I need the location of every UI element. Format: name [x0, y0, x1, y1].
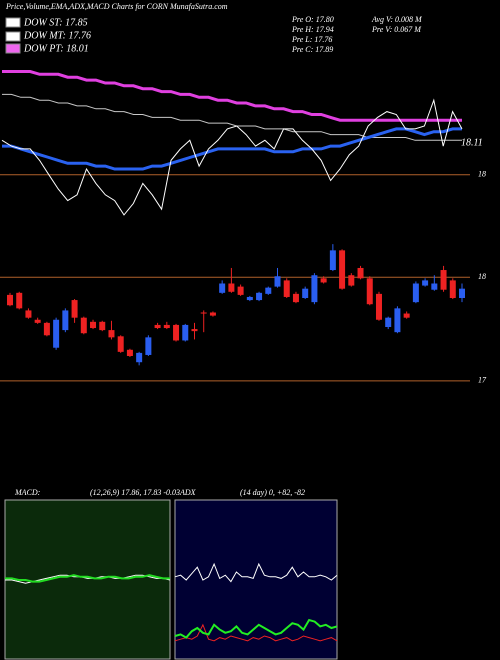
- panel-title: MACD:: [14, 488, 41, 497]
- panel-subtitle: (12,26,9) 17.86, 17.83 -0.03: [90, 488, 180, 497]
- candle-body: [274, 276, 281, 287]
- y-tick-label: 17: [478, 376, 487, 385]
- info-text: Pre O: 17.80: [291, 15, 334, 24]
- candle-body: [25, 310, 32, 318]
- candle-body: [394, 308, 401, 333]
- candle-body: [126, 349, 133, 356]
- candle-body: [431, 283, 438, 290]
- candle-body: [440, 270, 447, 290]
- panel-background: [174, 499, 338, 660]
- candle-body: [283, 280, 290, 297]
- candle-body: [357, 267, 364, 279]
- legend-entry: DOW ST: 17.85: [23, 17, 88, 28]
- series-line: [1, 98, 463, 216]
- candle-body: [237, 286, 244, 295]
- last-value-label: 18.11: [461, 137, 483, 148]
- candle-body: [90, 321, 97, 329]
- series-line: [174, 562, 338, 583]
- info-text: Pre H: 17.94: [291, 25, 334, 34]
- candle-body: [403, 313, 410, 318]
- candle-body: [173, 324, 180, 341]
- info-text: Pre C: 17.89: [291, 45, 333, 54]
- candle-body: [136, 352, 143, 363]
- page-title: Price,Volume,EMA,ADX,MACD Charts for COR…: [5, 2, 228, 11]
- legend-entry: DOW MT: 17.76: [23, 30, 91, 41]
- candle-body: [385, 317, 392, 327]
- series-line: [2, 127, 462, 171]
- candle-body: [256, 292, 263, 301]
- y-tick-label: 18: [478, 170, 486, 179]
- candle-body: [108, 330, 115, 338]
- panel-title: ADX: [179, 488, 197, 497]
- candle-body: [16, 292, 23, 309]
- legend-swatch: [5, 31, 21, 42]
- panel-subtitle: (14 day) 0, +82, -82: [240, 488, 305, 497]
- candle-body: [145, 337, 152, 355]
- candle-body: [154, 324, 161, 329]
- candle-body: [449, 280, 456, 298]
- candle-body: [292, 293, 299, 303]
- legend-entry: DOW PT: 18.01: [23, 43, 89, 54]
- info-text: Avg V: 0.008 M: [371, 15, 423, 24]
- candle-body: [339, 250, 346, 289]
- candle-body: [375, 293, 382, 320]
- candle-body: [366, 278, 373, 305]
- series-line: [5, 574, 170, 583]
- info-text: Pre V: 0.067 M: [371, 25, 422, 34]
- candle-body: [459, 288, 465, 298]
- candle-body: [99, 321, 106, 331]
- candle-body: [34, 319, 41, 323]
- candle-body: [53, 319, 60, 348]
- legend-swatch: [5, 43, 21, 54]
- candle-body: [209, 312, 216, 316]
- info-text: Pre L: 17.76: [291, 35, 332, 44]
- candle-body: [43, 322, 50, 336]
- candle-body: [348, 275, 355, 286]
- candle-body: [302, 288, 309, 298]
- candle-body: [163, 324, 170, 329]
- candle-body: [200, 312, 207, 314]
- series-line: [2, 70, 462, 122]
- candle-body: [7, 294, 13, 306]
- legend-swatch: [5, 17, 21, 28]
- candle-body: [246, 296, 253, 301]
- candle-body: [412, 283, 419, 303]
- series-line: [2, 93, 462, 141]
- candle-body: [422, 280, 429, 286]
- candle-body: [182, 324, 189, 341]
- candle-body: [228, 283, 235, 292]
- panel-background: [4, 499, 171, 660]
- series-line: [174, 623, 338, 642]
- candle-body: [329, 250, 336, 271]
- candle-body: [71, 300, 78, 318]
- candle-body: [311, 275, 318, 303]
- candle-body: [191, 329, 198, 332]
- y-tick-label: 18: [478, 272, 486, 281]
- candle-body: [320, 278, 327, 283]
- candle-body: [117, 336, 124, 352]
- candle-body: [80, 317, 87, 334]
- candle-body: [265, 287, 272, 294]
- series-line: [174, 618, 338, 639]
- candle-body: [62, 310, 69, 331]
- candle-body: [219, 283, 226, 293]
